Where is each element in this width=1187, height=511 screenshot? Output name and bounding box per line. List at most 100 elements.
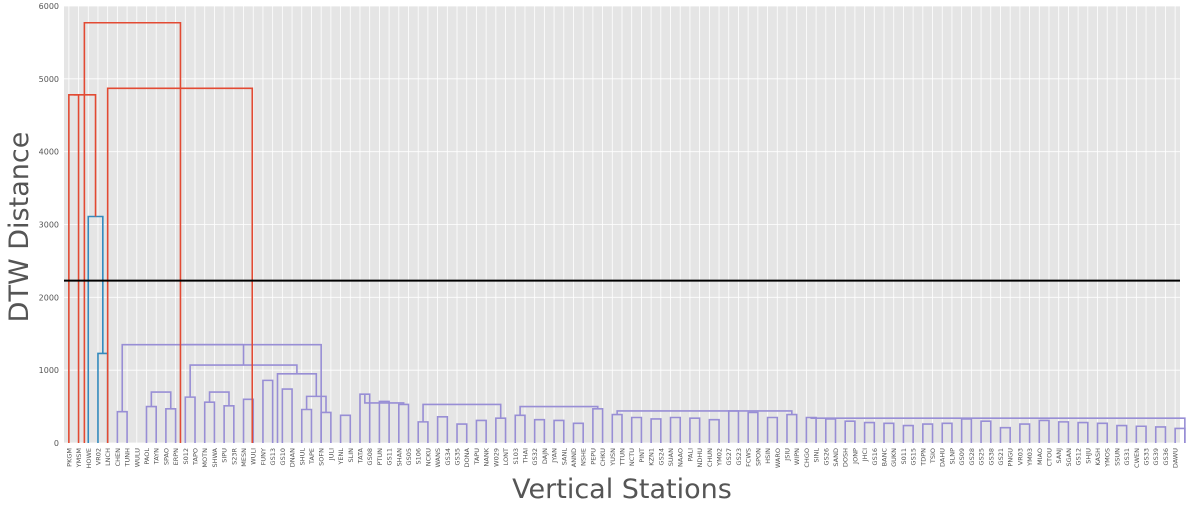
leaf-label: PKGM	[65, 448, 73, 467]
leaf-label: SHJU	[1084, 448, 1092, 464]
leaf-label: SHUL	[298, 448, 306, 466]
leaf-label: SSUN	[1113, 448, 1121, 466]
leaf-label: PTUN	[376, 448, 384, 466]
y-axis-title: DTW Distance	[4, 132, 35, 323]
leaf-label: ANND	[570, 448, 578, 467]
leaf-label: SPON	[754, 448, 762, 466]
leaf-label: SUAN	[667, 448, 675, 466]
dendrogram-link	[708, 418, 720, 443]
leaf-label: SAND	[832, 448, 840, 467]
leaf-label: CHGO	[803, 448, 811, 468]
leaf-label: WIPN	[793, 448, 801, 465]
dendrogram-links	[68, 21, 1186, 443]
leaf-label: LNCH	[104, 448, 112, 466]
dendrogram-link	[495, 417, 507, 443]
leaf-label: MIAO	[1036, 448, 1044, 465]
leaf-label: TTUN	[619, 448, 627, 467]
leaf-label: MOTN	[201, 448, 209, 468]
leaf-label: CHKU	[599, 448, 607, 467]
leaf-label: HOWE	[85, 448, 93, 469]
leaf-label: GS23	[735, 448, 743, 465]
leaf-label: MESN	[240, 448, 248, 467]
leaf-label: SOFN	[318, 448, 326, 466]
leaf-label: GS21	[997, 448, 1005, 465]
leaf-label: TDPN	[919, 448, 927, 467]
leaf-label: KZN1	[648, 448, 656, 466]
dendrogram-link	[339, 414, 352, 443]
leaf-label: WULU	[133, 448, 141, 467]
leaf-label: DNAN	[289, 448, 297, 467]
leaf-label: S103	[512, 448, 520, 465]
dendrogram-link	[1154, 426, 1167, 443]
dendrogram-link	[980, 420, 992, 443]
leaf-label: CWEN	[1133, 448, 1141, 468]
leaf-label: NANK	[483, 447, 491, 466]
leaf-label: PAOL	[143, 448, 151, 465]
leaf-label: SLNP	[948, 448, 956, 465]
leaf-label: FUNY	[259, 448, 267, 465]
leaf-label: VR03	[1016, 448, 1024, 465]
leaf-label: GS33	[1143, 448, 1151, 465]
leaf-label: CHUN	[706, 448, 714, 467]
leaf-label: FCWS	[745, 448, 753, 467]
dendrogram-link	[747, 411, 759, 443]
leaf-label: DAJN	[541, 448, 549, 464]
dendrogram-link	[1038, 419, 1050, 443]
leaf-label: WULI	[250, 448, 258, 465]
leaf-label: GS25	[978, 448, 986, 465]
leaf-label: VR02	[94, 448, 102, 465]
dendrogram-link	[475, 419, 487, 443]
leaf-label: TATA	[356, 447, 364, 464]
dendrogram-link	[1096, 422, 1109, 443]
leaf-label: W029	[492, 448, 500, 467]
dendrogram-link	[242, 398, 255, 443]
dendrogram-link	[689, 417, 701, 443]
dendrogram-link	[378, 400, 390, 443]
y-tick-label: 2000	[39, 293, 59, 302]
leaf-label: YENL	[337, 448, 345, 466]
leaf-label: TAYN	[153, 448, 161, 465]
dendrogram-link	[883, 422, 895, 443]
dendrogram-link	[922, 423, 934, 443]
leaf-label: GS05	[405, 448, 413, 465]
dendrogram-link	[281, 388, 293, 443]
leaf-label: S106	[415, 448, 423, 465]
dendrogram-link	[83, 21, 182, 443]
leaf-label: GS27	[725, 448, 733, 465]
leaf-label: DAHU	[939, 448, 947, 467]
leaf-label: JULI	[327, 448, 335, 461]
leaf-label: YM02	[716, 448, 724, 467]
dendrogram-link	[902, 424, 914, 443]
leaf-label: SLIN	[347, 448, 355, 463]
leaf-label: LONT	[502, 448, 510, 465]
dendrogram-link	[73, 94, 97, 217]
dendrogram-link	[262, 379, 274, 443]
dendrogram-link	[422, 403, 502, 422]
leaf-label: PEPU	[589, 448, 597, 465]
leaf-label: SANJ	[1055, 448, 1063, 464]
leaf-label: TAPU	[473, 448, 481, 466]
dendrogram-link	[616, 410, 793, 415]
leaf-label: GS12	[1075, 448, 1083, 465]
leaf-label: S23R	[230, 448, 238, 465]
leaf-label: GS09	[958, 448, 966, 465]
dendrogram-link	[553, 419, 565, 443]
leaf-label: CHEN	[114, 448, 122, 467]
leaf-label: HSIN	[764, 448, 772, 464]
leaf-label: DOSH	[842, 448, 850, 467]
leaf-label: SIPU	[221, 448, 229, 463]
y-tick-label: 1000	[39, 366, 59, 375]
leaf-label: KASH	[1094, 448, 1102, 466]
dendrogram-link	[1077, 421, 1089, 443]
leaf-label: GS31	[1123, 448, 1131, 465]
leaf-label: JONP	[851, 448, 859, 465]
dendrogram-link	[364, 394, 405, 405]
dendrogram-link	[766, 416, 779, 443]
y-tick-labels: 0 1000 2000 3000 4000 5000 6000	[39, 2, 59, 448]
leaf-label: YUSN	[609, 448, 617, 467]
dendrogram-link	[1135, 425, 1147, 443]
dendrogram-link	[650, 418, 662, 443]
dendrogram-link	[121, 343, 245, 412]
leaf-label: YMSM	[75, 448, 83, 468]
